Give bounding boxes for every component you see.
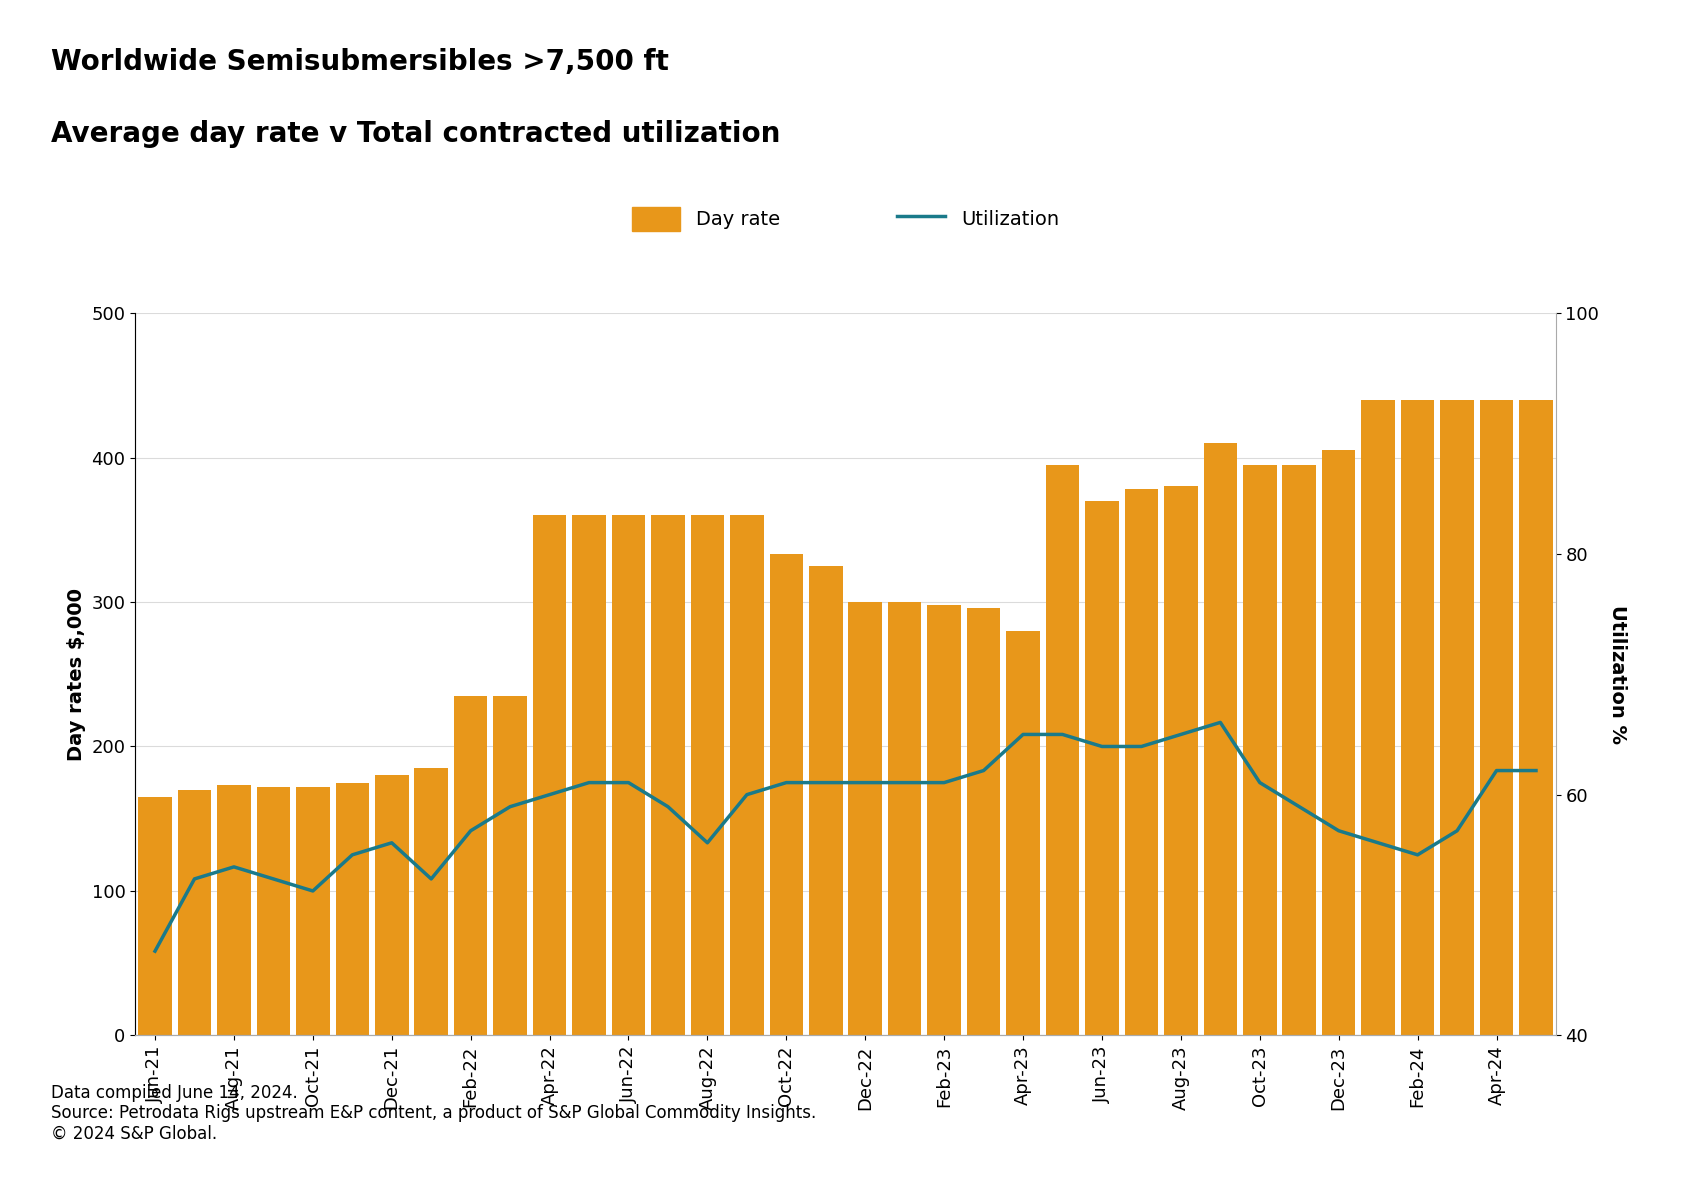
Bar	[690, 515, 724, 1035]
Bar	[1519, 400, 1552, 1035]
Bar	[1006, 631, 1040, 1035]
Text: Worldwide Semisubmersibles >7,500 ft: Worldwide Semisubmersibles >7,500 ft	[51, 48, 668, 76]
Bar	[1282, 465, 1316, 1035]
Bar	[967, 608, 1001, 1035]
Legend: Day rate, Utilization: Day rate, Utilization	[632, 207, 1059, 231]
Bar	[1361, 400, 1395, 1035]
Bar	[139, 797, 172, 1035]
Bar	[1045, 465, 1079, 1035]
Bar	[216, 785, 250, 1035]
Text: Data compiled June 14, 2024.
Source: Petrodata Rigs upstream E&P content, a prod: Data compiled June 14, 2024. Source: Pet…	[51, 1084, 817, 1144]
Bar	[769, 554, 803, 1035]
Y-axis label: Day rates $,000: Day rates $,000	[68, 588, 86, 761]
Bar	[849, 602, 883, 1035]
Bar	[612, 515, 646, 1035]
Bar	[296, 787, 330, 1035]
Bar	[888, 602, 922, 1035]
Text: Average day rate v Total contracted utilization: Average day rate v Total contracted util…	[51, 120, 780, 148]
Bar	[1441, 400, 1475, 1035]
Bar	[651, 515, 685, 1035]
Bar	[414, 768, 448, 1035]
Bar	[494, 696, 528, 1035]
Bar	[1163, 486, 1197, 1035]
Bar	[927, 604, 960, 1035]
Bar	[178, 790, 211, 1035]
Bar	[572, 515, 605, 1035]
Bar	[1480, 400, 1513, 1035]
Bar	[533, 515, 566, 1035]
Bar	[1125, 489, 1158, 1035]
Bar	[1086, 501, 1119, 1035]
Bar	[731, 515, 764, 1035]
Y-axis label: Utilization %: Utilization %	[1608, 604, 1627, 744]
Bar	[1322, 450, 1356, 1035]
Bar	[257, 787, 291, 1035]
Bar	[1204, 443, 1238, 1035]
Bar	[808, 566, 842, 1035]
Bar	[453, 696, 487, 1035]
Bar	[1243, 465, 1277, 1035]
Bar	[1400, 400, 1434, 1035]
Bar	[335, 783, 369, 1035]
Bar	[375, 775, 409, 1035]
